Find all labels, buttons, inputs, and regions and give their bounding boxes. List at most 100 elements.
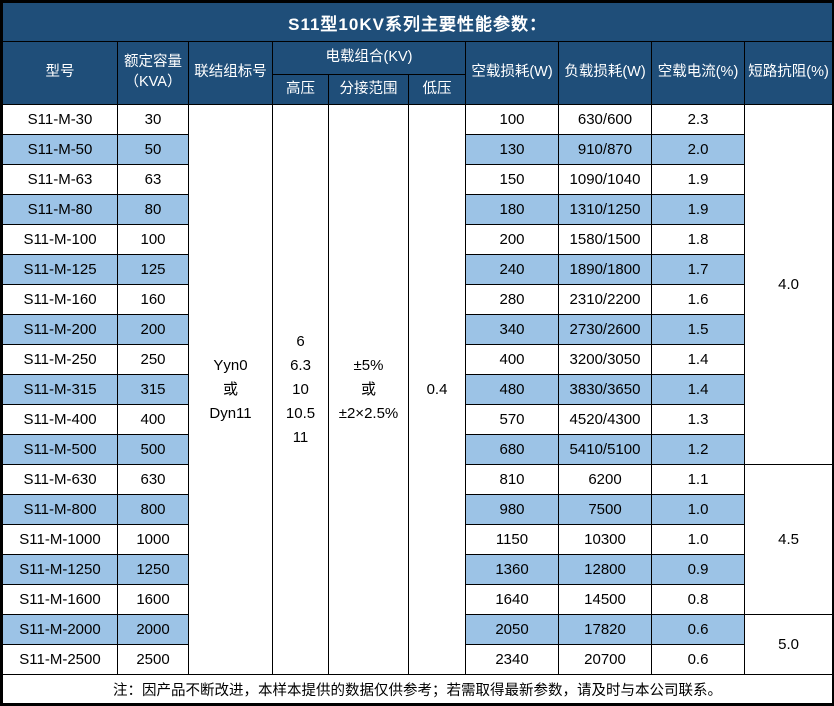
cell-no-load-loss: 100 [465, 104, 559, 135]
cell-model: S11-M-160 [2, 284, 118, 315]
footer-row: 注：因产品不断改进，本样本提供的数据仅供参考；若需取得最新参数，请及时与本公司联… [1, 674, 834, 704]
col-header-impedance: 短路抗阻(%) [743, 41, 834, 105]
table-row: S11-M-50 50 130 910/870 2.0 [2, 134, 833, 165]
cell-load-loss: 6200 [558, 464, 652, 495]
col-header-voltage-combo: 电载组合(KV) [272, 41, 466, 75]
cell-kva: 200 [117, 314, 189, 345]
cell-no-load-current: 2.0 [651, 134, 745, 165]
cell-no-load-loss: 570 [465, 404, 559, 435]
cell-kva: 63 [117, 164, 189, 195]
cell-no-load-loss: 400 [465, 344, 559, 375]
cell-hv: 6 6.3 10 10.5 11 [272, 104, 329, 675]
cell-no-load-current: 1.4 [651, 374, 745, 405]
cell-no-load-current: 1.9 [651, 194, 745, 225]
cell-load-loss: 3830/3650 [558, 374, 652, 405]
cell-impedance: 4.5 [743, 464, 834, 615]
cell-tap-range: ±5% 或 ±2×2.5% [328, 104, 409, 675]
cell-no-load-loss: 680 [465, 434, 559, 465]
cell-no-load-current: 1.9 [651, 164, 745, 195]
cell-load-loss: 1310/1250 [558, 194, 652, 225]
cell-model: S11-M-1600 [2, 584, 118, 615]
cell-kva: 125 [117, 254, 189, 285]
cell-no-load-loss: 280 [465, 284, 559, 315]
cell-kva: 800 [117, 494, 189, 525]
table-row: S11-M-80 80 180 1310/1250 1.9 [2, 194, 833, 225]
page-title: S11型10KV系列主要性能参数： [1, 2, 834, 42]
title-row: S11型10KV系列主要性能参数： [1, 2, 834, 42]
cell-model: S11-M-500 [2, 434, 118, 465]
footer-note: 注：因产品不断改进，本样本提供的数据仅供参考；若需取得最新参数，请及时与本公司联… [1, 674, 834, 704]
cell-model: S11-M-2000 [2, 614, 118, 645]
cell-model: S11-M-125 [2, 254, 118, 285]
cell-kva: 50 [117, 134, 189, 165]
spec-table-body: S11-M-30 30 Yyn0 或 Dyn11 6 6.3 10 10.5 11 ±5… [2, 104, 834, 675]
cell-no-load-loss: 1640 [465, 584, 559, 615]
cell-load-loss: 630/600 [558, 104, 652, 135]
col-header-model: 型号 [2, 41, 118, 105]
col-header-vector-group: 联结组标号 [188, 41, 273, 105]
cell-model: S11-M-50 [2, 134, 118, 165]
cell-kva: 1250 [117, 554, 189, 585]
table-row: S11-M-1600 1600 1640 14500 0.8 [2, 584, 833, 615]
col-header-hv: 高压 [272, 74, 329, 105]
cell-kva: 315 [117, 374, 189, 405]
cell-impedance: 4.0 [743, 104, 834, 465]
cell-no-load-current: 1.2 [651, 434, 745, 465]
cell-load-loss: 12800 [558, 554, 652, 585]
cell-model: S11-M-250 [2, 344, 118, 375]
cell-model: S11-M-100 [2, 224, 118, 255]
table-row: S11-M-125 125 240 1890/1800 1.7 [2, 254, 833, 285]
table-row: S11-M-1000 1000 1150 10300 1.0 [2, 524, 833, 555]
cell-model: S11-M-63 [2, 164, 118, 195]
cell-no-load-loss: 240 [465, 254, 559, 285]
table-row: S11-M-160 160 280 2310/2200 1.6 [2, 284, 833, 315]
col-header-capacity: 额定容量 （KVA） [117, 41, 189, 105]
col-header-lv: 低压 [408, 74, 466, 105]
col-header-no-load-loss: 空载损耗(W) [465, 41, 559, 105]
cell-kva: 1000 [117, 524, 189, 555]
cell-model: S11-M-2500 [2, 644, 118, 675]
cell-kva: 630 [117, 464, 189, 495]
cell-load-loss: 2310/2200 [558, 284, 652, 315]
cell-load-loss: 20700 [558, 644, 652, 675]
table-row: S11-M-63 63 150 1090/1040 1.9 [2, 164, 833, 195]
cell-no-load-current: 0.6 [651, 614, 745, 645]
cell-load-loss: 7500 [558, 494, 652, 525]
cell-load-loss: 1090/1040 [558, 164, 652, 195]
cell-load-loss: 14500 [558, 584, 652, 615]
cell-kva: 80 [117, 194, 189, 225]
table-row: S11-M-315 315 480 3830/3650 1.4 [2, 374, 833, 405]
cell-model: S11-M-315 [2, 374, 118, 405]
cell-no-load-loss: 150 [465, 164, 559, 195]
cell-load-loss: 5410/5100 [558, 434, 652, 465]
cell-no-load-loss: 180 [465, 194, 559, 225]
col-header-tap-range: 分接范围 [328, 74, 409, 105]
cell-kva: 1600 [117, 584, 189, 615]
cell-no-load-current: 1.0 [651, 494, 745, 525]
table-row: S11-M-1250 1250 1360 12800 0.9 [2, 554, 833, 585]
header-row-1: 型号 额定容量 （KVA） 联结组标号 电载组合(KV) 空载损耗(W) 负载损… [2, 41, 834, 105]
cell-model: S11-M-400 [2, 404, 118, 435]
cell-kva: 400 [117, 404, 189, 435]
cell-no-load-loss: 340 [465, 314, 559, 345]
cell-no-load-current: 0.8 [651, 584, 745, 615]
cell-kva: 500 [117, 434, 189, 465]
cell-vector-group: Yyn0 或 Dyn11 [188, 104, 273, 675]
cell-model: S11-M-1250 [2, 554, 118, 585]
cell-kva: 30 [117, 104, 189, 135]
col-header-no-load-current: 空载电流(%) [651, 41, 745, 105]
table-row: S11-M-30 30 Yyn0 或 Dyn11 6 6.3 10 10.5 11 ±5… [2, 104, 834, 675]
cell-no-load-loss: 1360 [465, 554, 559, 585]
cell-model: S11-M-630 [2, 464, 118, 495]
col-header-load-loss: 负载损耗(W) [558, 41, 652, 105]
cell-no-load-current: 1.7 [651, 254, 745, 285]
header-row-2: 高压 分接范围 低压 [3, 74, 833, 105]
cell-kva: 2500 [117, 644, 189, 675]
cell-no-load-current: 0.6 [651, 644, 745, 675]
cell-load-loss: 1890/1800 [558, 254, 652, 285]
cell-kva: 250 [117, 344, 189, 375]
table-row: S11-M-100 100 200 1580/1500 1.8 [2, 224, 833, 255]
table-row: S11-M-500 500 680 5410/5100 1.2 [2, 434, 833, 465]
